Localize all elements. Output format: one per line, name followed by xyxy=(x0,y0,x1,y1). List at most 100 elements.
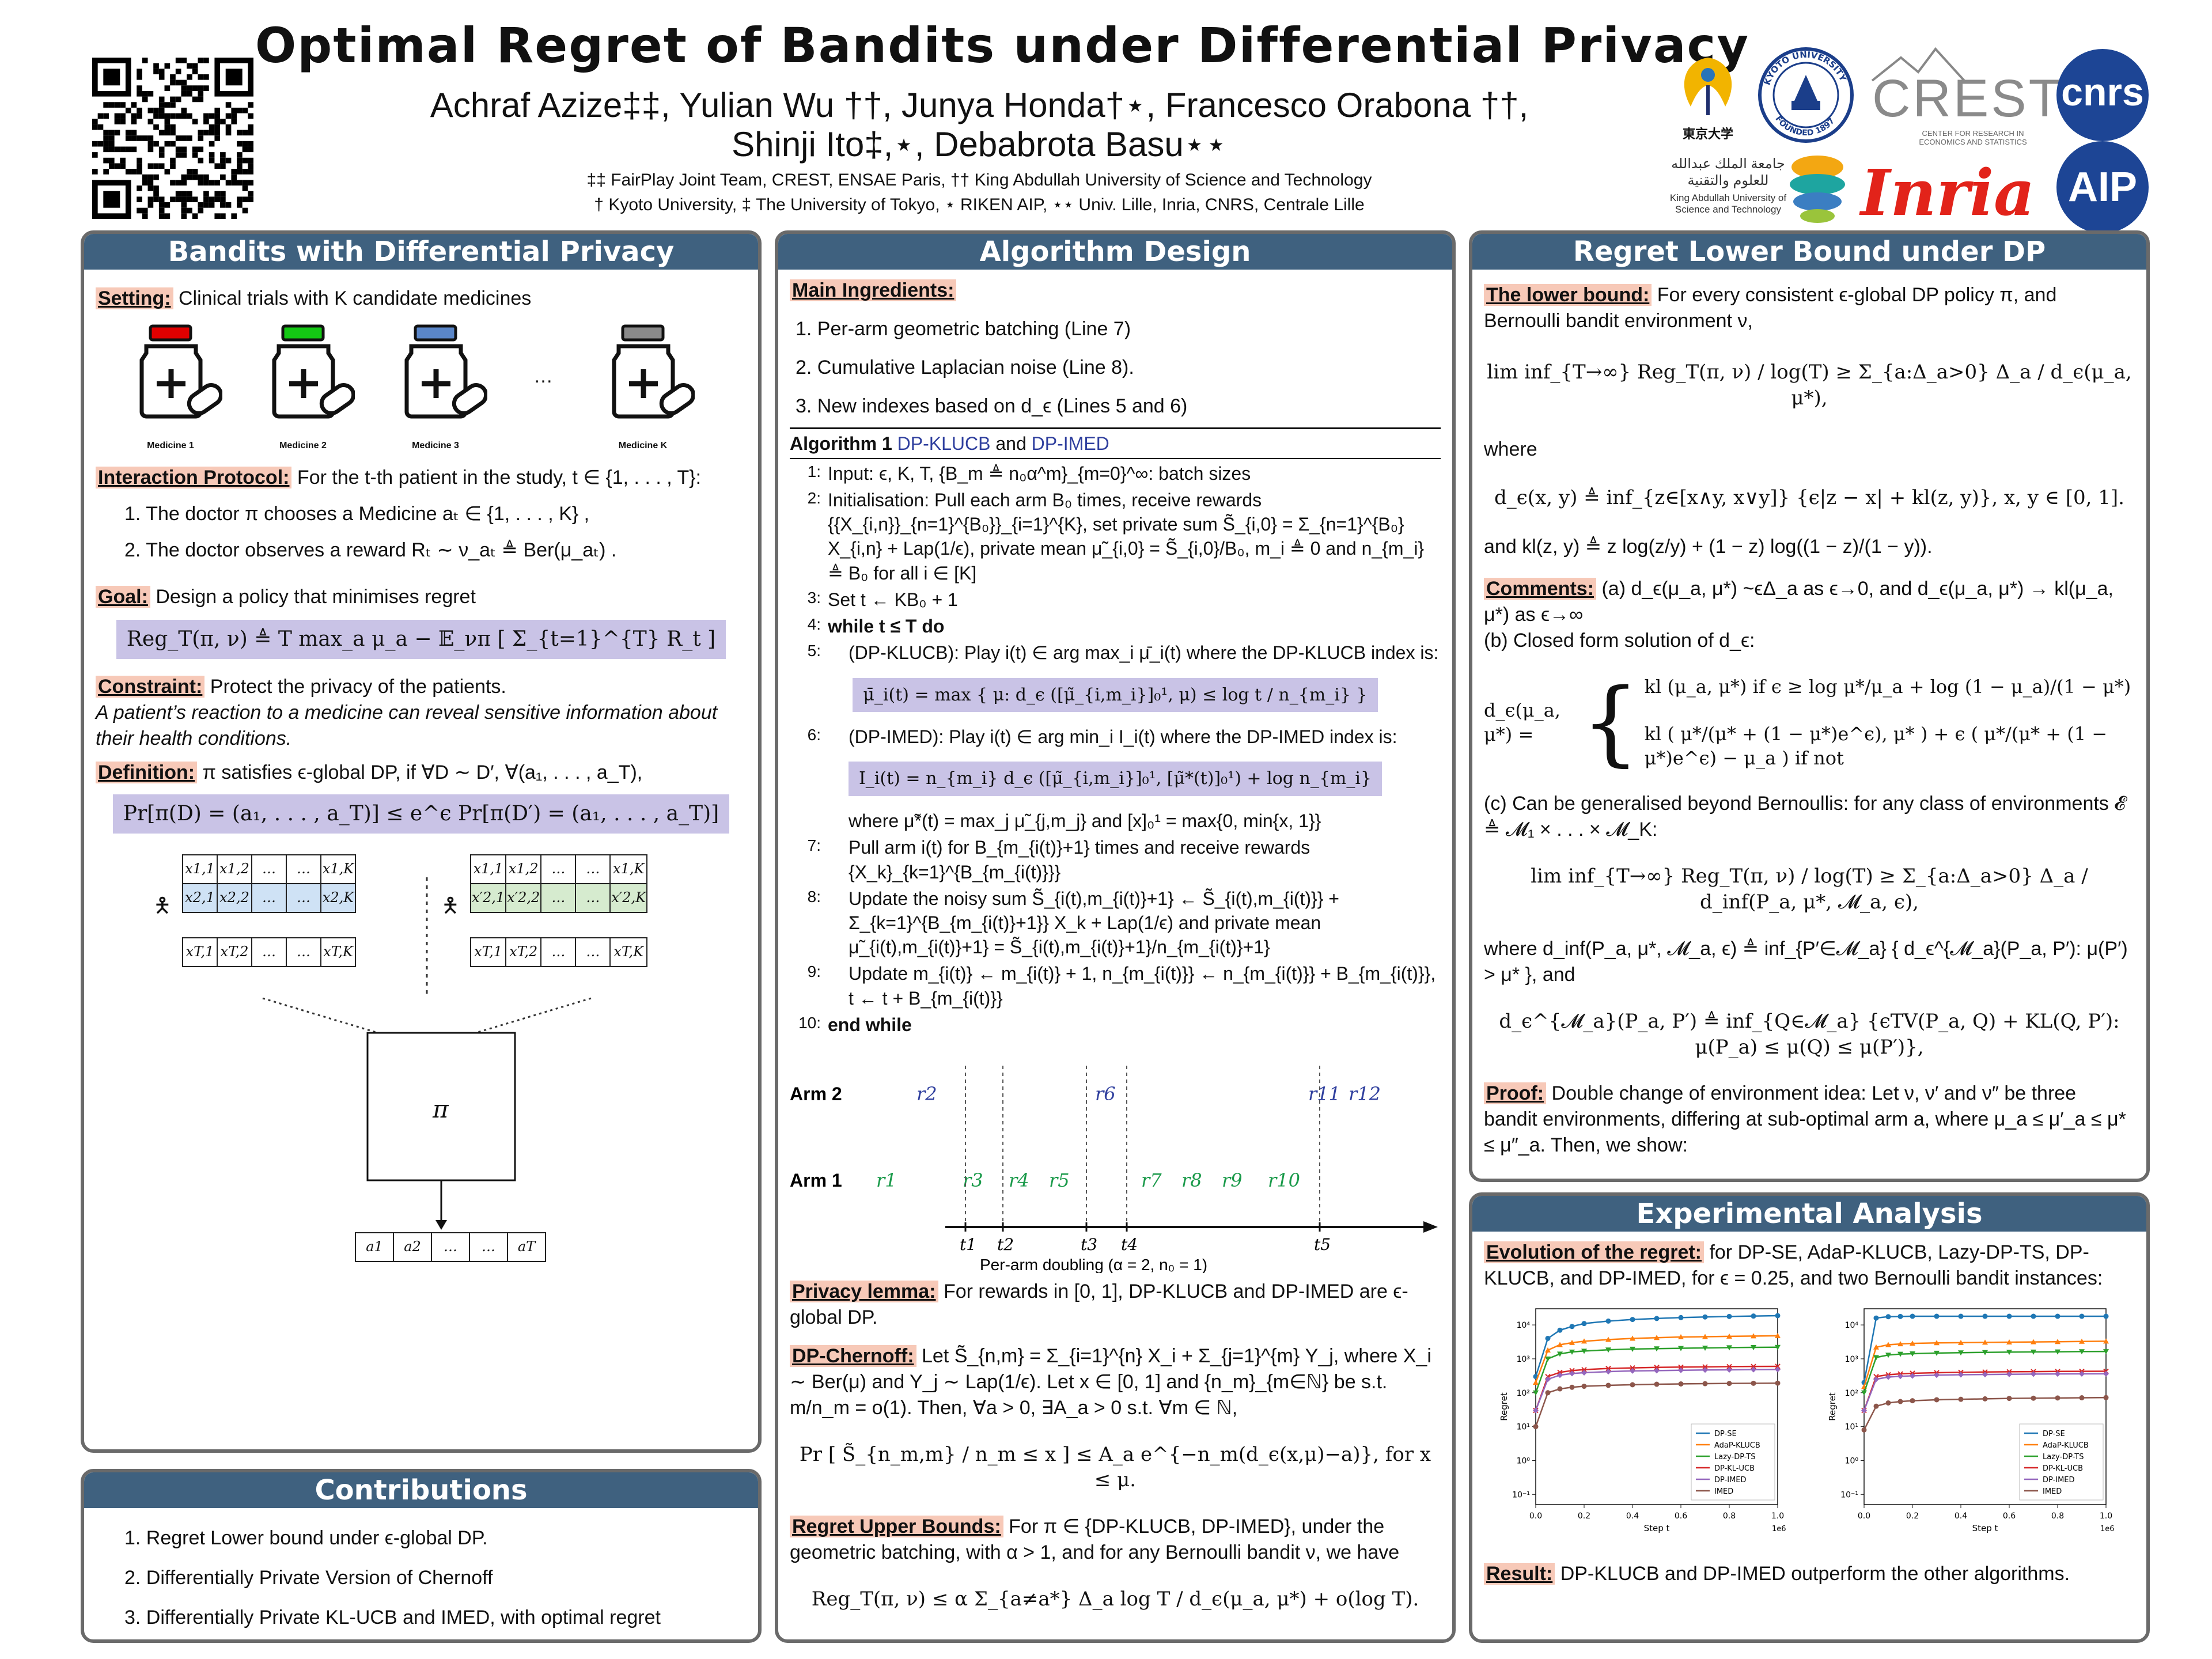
lower-bound-label: The lower bound: xyxy=(1484,284,1652,306)
data-point xyxy=(1958,1350,1964,1355)
table-cell: x2,1 xyxy=(182,882,218,913)
data-point xyxy=(1982,1350,1988,1355)
protocol-item: 2. The doctor observes a reward Rₜ ∼ ν_a… xyxy=(124,539,617,561)
data-point xyxy=(1569,1339,1575,1345)
medicine-ellipsis: … xyxy=(533,365,553,387)
evolution-label: Evolution of the regret: xyxy=(1484,1241,1704,1263)
closed-form-formula: d_ϵ(μ_a, μ*) = { kl (μ_a, μ*) if ϵ ≥ log… xyxy=(1484,675,2135,771)
kaust-swirl-icon xyxy=(1786,144,1849,230)
timeline-tick-label: t3 xyxy=(1081,1235,1097,1254)
data-point xyxy=(1934,1340,1940,1346)
data-point xyxy=(1605,1318,1611,1324)
algorithm-line-number: 6: xyxy=(807,726,821,744)
dataset-table-d: x1,1 x1,2…… x1,K x2,1 x2,2…… x2,K xT,1 xT,2…… xT… xyxy=(182,854,356,967)
panel-algorithm-design: Algorithm Design Main Ingredients: 1. Pe… xyxy=(775,230,1456,1643)
data-point xyxy=(1678,1346,1684,1351)
table-cell: … xyxy=(540,854,577,884)
data-point xyxy=(1726,1366,1732,1373)
table-cell: xT,K xyxy=(320,937,356,967)
lower-bound-formula: lim inf_{T→∞} Reg_T(π, ν) / log(T) ≥ Σ_{… xyxy=(1487,360,2132,410)
crest-logo-subtitle: CENTER FOR RESEARCH IN ECONOMICS AND STA… xyxy=(1919,129,2027,146)
y-tick-label: 10¹ xyxy=(1845,1422,1858,1431)
y-tick-label: 10⁻¹ xyxy=(1840,1490,1858,1499)
table-cell: … xyxy=(540,937,577,967)
arm-1-reward: r8 xyxy=(1181,1169,1202,1191)
data-point xyxy=(2006,1349,2012,1355)
table-cell: xT,2 xyxy=(505,937,542,967)
doubling-caption: Per-arm doubling (α = 2, n₀ = 1) xyxy=(980,1256,1207,1273)
data-point xyxy=(1885,1400,1891,1406)
ingredient-item: 1. Per-arm geometric batching (Line 7) xyxy=(796,317,1131,340)
table-cell: x′2,2 xyxy=(505,882,542,913)
table-cell: … xyxy=(540,882,577,913)
contribution-item: 3. Differentially Private KL-UCB and IME… xyxy=(124,1606,661,1628)
data-point xyxy=(1678,1381,1684,1387)
legend-entry: Lazy-DP-TS xyxy=(1714,1453,1755,1461)
y-tick-label: 10² xyxy=(1517,1389,1530,1398)
data-point xyxy=(1897,1373,1903,1380)
data-point xyxy=(1630,1335,1635,1341)
data-point xyxy=(1702,1381,1708,1387)
data-point xyxy=(1861,1427,1867,1433)
x-tick-label: 0.2 xyxy=(1578,1512,1590,1521)
legend-box xyxy=(1691,1423,1775,1501)
data-point xyxy=(1934,1350,1940,1356)
data-point xyxy=(2055,1395,2061,1401)
data-point xyxy=(1569,1370,1575,1377)
timeline-tick-label: t4 xyxy=(1121,1235,1138,1254)
algorithm-line: where μ̃*(t) = max_j μ̃_{j,m_j} and [x]₀… xyxy=(790,809,1441,833)
data-point xyxy=(2079,1338,2085,1344)
table-cell: … xyxy=(251,937,287,967)
data-point xyxy=(1726,1380,1732,1386)
arm-1-reward: r4 xyxy=(1009,1169,1029,1191)
data-point xyxy=(1654,1364,1660,1370)
data-point xyxy=(1910,1373,1915,1379)
algorithm-line: 3: Set t ← KB₀ + 1 xyxy=(790,588,1441,612)
data-point xyxy=(1569,1368,1575,1373)
table-cell: x1,1 xyxy=(182,854,218,884)
data-point xyxy=(1958,1396,1964,1402)
data-point xyxy=(1775,1332,1781,1338)
arm-1-reward: r10 xyxy=(1268,1169,1300,1191)
algorithm-line-text: (DP-IMED): Play i(t) ∈ arg min_i I_i(t) … xyxy=(849,726,1397,748)
legend-entry: AdaP-KLUCB xyxy=(1714,1441,1760,1450)
table-cell: … xyxy=(251,882,287,913)
y-axis-label: Regret xyxy=(1827,1392,1838,1421)
data-point xyxy=(1569,1349,1575,1355)
table-cell: x1,1 xyxy=(469,854,507,884)
data-point xyxy=(2103,1395,2109,1400)
data-point xyxy=(1533,1379,1539,1385)
data-point xyxy=(1751,1333,1756,1339)
data-point xyxy=(1775,1363,1781,1369)
dp-chernoff-text: Let S̃_{n,m} = Σ_{i=1}^{n} X_i + Σ_{j=1}… xyxy=(790,1344,1431,1419)
data-point xyxy=(1581,1369,1587,1376)
affiliation-line-1: ‡‡ FairPlay Joint Team, CREST, ENSAE Par… xyxy=(586,171,1372,190)
data-point xyxy=(1545,1347,1551,1353)
panel-title: Algorithm Design xyxy=(778,234,1452,270)
table-cell: x1,K xyxy=(320,854,356,884)
data-point xyxy=(1934,1313,1940,1319)
data-point xyxy=(1654,1316,1660,1321)
data-point xyxy=(2055,1313,2061,1319)
medicines-row: Medicine 1 Medicine 2 Medicine 3 xyxy=(96,317,747,461)
kaust-logo-arabic: جامعة الملك عبدالله للعلوم والتقنية xyxy=(1671,156,1785,188)
action-sequence: a1 a2…… aT xyxy=(355,1232,546,1262)
data-point xyxy=(1545,1335,1551,1341)
data-point xyxy=(1775,1313,1781,1319)
arm-1-reward: r9 xyxy=(1222,1169,1243,1191)
definition-label: Definition: xyxy=(96,761,198,783)
authors-line-2: Shinji Ito‡,⋆, Debabrota Basu⋆⋆ xyxy=(732,125,1227,164)
evolution-text: for DP-SE, AdaP-KLUCB, Lazy-DP-TS, DP-KL… xyxy=(1484,1241,2103,1289)
table-row: xT,1 xT,2…… xT,K xyxy=(469,937,648,967)
table-cell: x′2,K xyxy=(609,882,648,913)
arm-2-reward: r12 xyxy=(1349,1083,1381,1105)
algorithm-line: 1: Input: ϵ, K, T, {B_m ≜ n₀α^m}_{m=0}^∞:… xyxy=(790,461,1441,486)
dataset-table-d-prime: x1,1 x1,2…… x1,K x′2,1 x′2,2…… x′2,K xT,1 xT,2…… xyxy=(469,854,648,967)
data-point xyxy=(1751,1344,1756,1350)
data-point xyxy=(1910,1340,1915,1346)
table-cell: … xyxy=(286,882,321,913)
data-point xyxy=(1557,1372,1563,1378)
algorithm-and: and xyxy=(995,433,1027,454)
doubling-diagram: Arm 2 Arm 1 r2 r6 r11 r12 r1 r3 r4 r5 r7 r8 r9 r10 t1 t… xyxy=(790,1054,1441,1274)
data-point xyxy=(1751,1380,1756,1386)
